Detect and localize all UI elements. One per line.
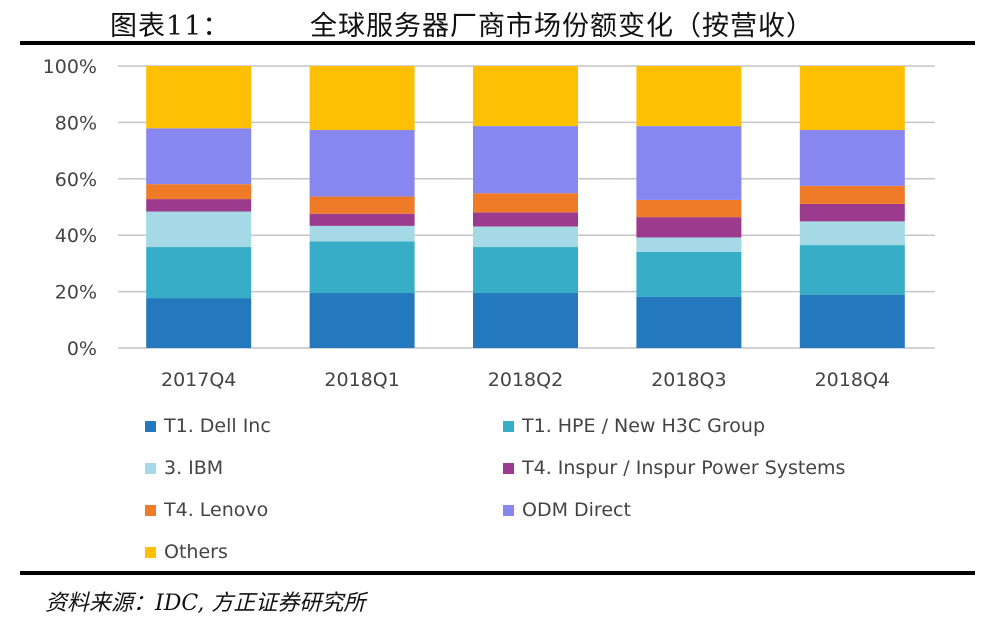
stacked-bar-chart: 0% 20% 40% 60% 80% 100% 2017Q4 2018Q1 2018Q2 2018…	[43, 56, 935, 391]
bar-segment-t4-inspur-inspur-power-systems-2018Q1	[309, 213, 415, 226]
bar-segment-t1-hpe-new-h3c-group-2018Q1	[309, 241, 415, 294]
x-tick-label: 2017Q4	[161, 369, 236, 391]
legend-label: 3. IBM	[164, 457, 224, 479]
legend-item: T4. Inspur / Inspur Power Systems	[503, 457, 845, 479]
bar-segment-odm-direct-2018Q1	[309, 130, 415, 197]
legend-swatch	[503, 462, 514, 474]
legend-label: T4. Inspur / Inspur Power Systems	[522, 457, 846, 479]
legend-item: T4. Lenovo	[145, 499, 268, 521]
figure-number: 图表11：	[110, 11, 231, 42]
bar-segment-others-2018Q4	[799, 66, 905, 131]
bar-segment-3-ibm-2018Q3	[636, 237, 742, 252]
legend-swatch	[145, 462, 156, 474]
bar-segment-3-ibm-2018Q2	[473, 226, 578, 248]
bar-segment-t4-lenovo-2017Q4	[146, 184, 252, 200]
y-tick-label: 0%	[67, 338, 97, 360]
y-tick-label: 80%	[55, 112, 97, 134]
legend-label: ODM Direct	[522, 499, 631, 521]
bar-segment-t4-lenovo-2018Q3	[636, 199, 742, 218]
bar-segment-others-2018Q3	[636, 66, 742, 127]
bar-segment-odm-direct-2018Q2	[473, 126, 578, 194]
y-tick-label: 100%	[43, 56, 97, 78]
bar-segment-odm-direct-2017Q4	[146, 128, 252, 185]
legend-item: T1. HPE / New H3C Group	[503, 415, 765, 437]
title-text: 全球服务器厂商市场份额变化（按营收）	[310, 11, 814, 42]
y-tick-label: 40%	[55, 225, 97, 247]
source-note: 资料来源：IDC, 方正证券研究所	[45, 591, 366, 616]
legend-swatch	[503, 420, 514, 432]
legend-swatch	[145, 420, 156, 432]
bar-segment-t4-inspur-inspur-power-systems-2017Q4	[146, 199, 252, 212]
legend-swatch	[145, 504, 156, 516]
bar-segment-t4-inspur-inspur-power-systems-2018Q4	[799, 203, 905, 222]
bar-segment-t4-lenovo-2018Q4	[799, 185, 905, 204]
bar-segment-3-ibm-2017Q4	[146, 211, 252, 248]
legend-swatch	[503, 504, 514, 516]
bar-segment-t4-inspur-inspur-power-systems-2018Q3	[636, 217, 742, 238]
bar-segment-3-ibm-2018Q4	[799, 221, 905, 246]
bar-segment-t1-hpe-new-h3c-group-2018Q4	[799, 245, 905, 295]
bar-segment-odm-direct-2018Q3	[636, 126, 742, 200]
bar-segment-others-2017Q4	[146, 66, 252, 129]
bar-segment-t4-lenovo-2018Q1	[309, 196, 415, 214]
legend-item: Others	[145, 541, 228, 563]
bar-segment-t4-lenovo-2018Q2	[473, 193, 578, 213]
x-tick-label: 2018Q3	[651, 369, 726, 391]
legend-label: Others	[164, 541, 228, 563]
bar-segment-others-2018Q2	[473, 66, 578, 127]
bar-segment-t1-hpe-new-h3c-group-2018Q3	[636, 251, 742, 297]
bar-segment-t1-dell-inc-2017Q4	[146, 298, 252, 348]
y-tick-label: 20%	[55, 282, 97, 304]
bar-segment-t1-hpe-new-h3c-group-2018Q2	[473, 247, 578, 294]
x-tick-label: 2018Q4	[815, 369, 890, 391]
legend-item: T1. Dell Inc	[145, 415, 271, 437]
top-rule	[20, 41, 975, 45]
legend-label: T1. HPE / New H3C Group	[522, 415, 766, 437]
bar-segment-t1-dell-inc-2018Q3	[636, 296, 742, 348]
bar-segment-t1-dell-inc-2018Q4	[799, 294, 905, 348]
bar-segment-t1-dell-inc-2018Q2	[473, 293, 578, 348]
bar-segment-3-ibm-2018Q1	[309, 225, 415, 242]
legend-label: T4. Lenovo	[164, 499, 269, 521]
bar-segment-t1-hpe-new-h3c-group-2017Q4	[146, 247, 252, 299]
bar-segment-t1-dell-inc-2018Q1	[309, 293, 415, 348]
x-tick-label: 2018Q2	[488, 369, 563, 391]
bar-segment-t4-inspur-inspur-power-systems-2018Q2	[473, 212, 578, 227]
x-tick-label: 2018Q1	[324, 369, 399, 391]
bar-segment-odm-direct-2018Q4	[799, 130, 905, 186]
bottom-rule	[20, 571, 975, 575]
bar-segment-others-2018Q1	[309, 66, 415, 131]
legend-label: T1. Dell Inc	[164, 415, 271, 437]
chart-title: 图表11： 全球服务器厂商市场份额变化（按营收）	[110, 4, 813, 43]
legend-swatch	[145, 546, 156, 558]
legend-item: ODM Direct	[503, 499, 631, 521]
y-tick-label: 60%	[55, 169, 97, 191]
legend-item: 3. IBM	[145, 457, 223, 479]
